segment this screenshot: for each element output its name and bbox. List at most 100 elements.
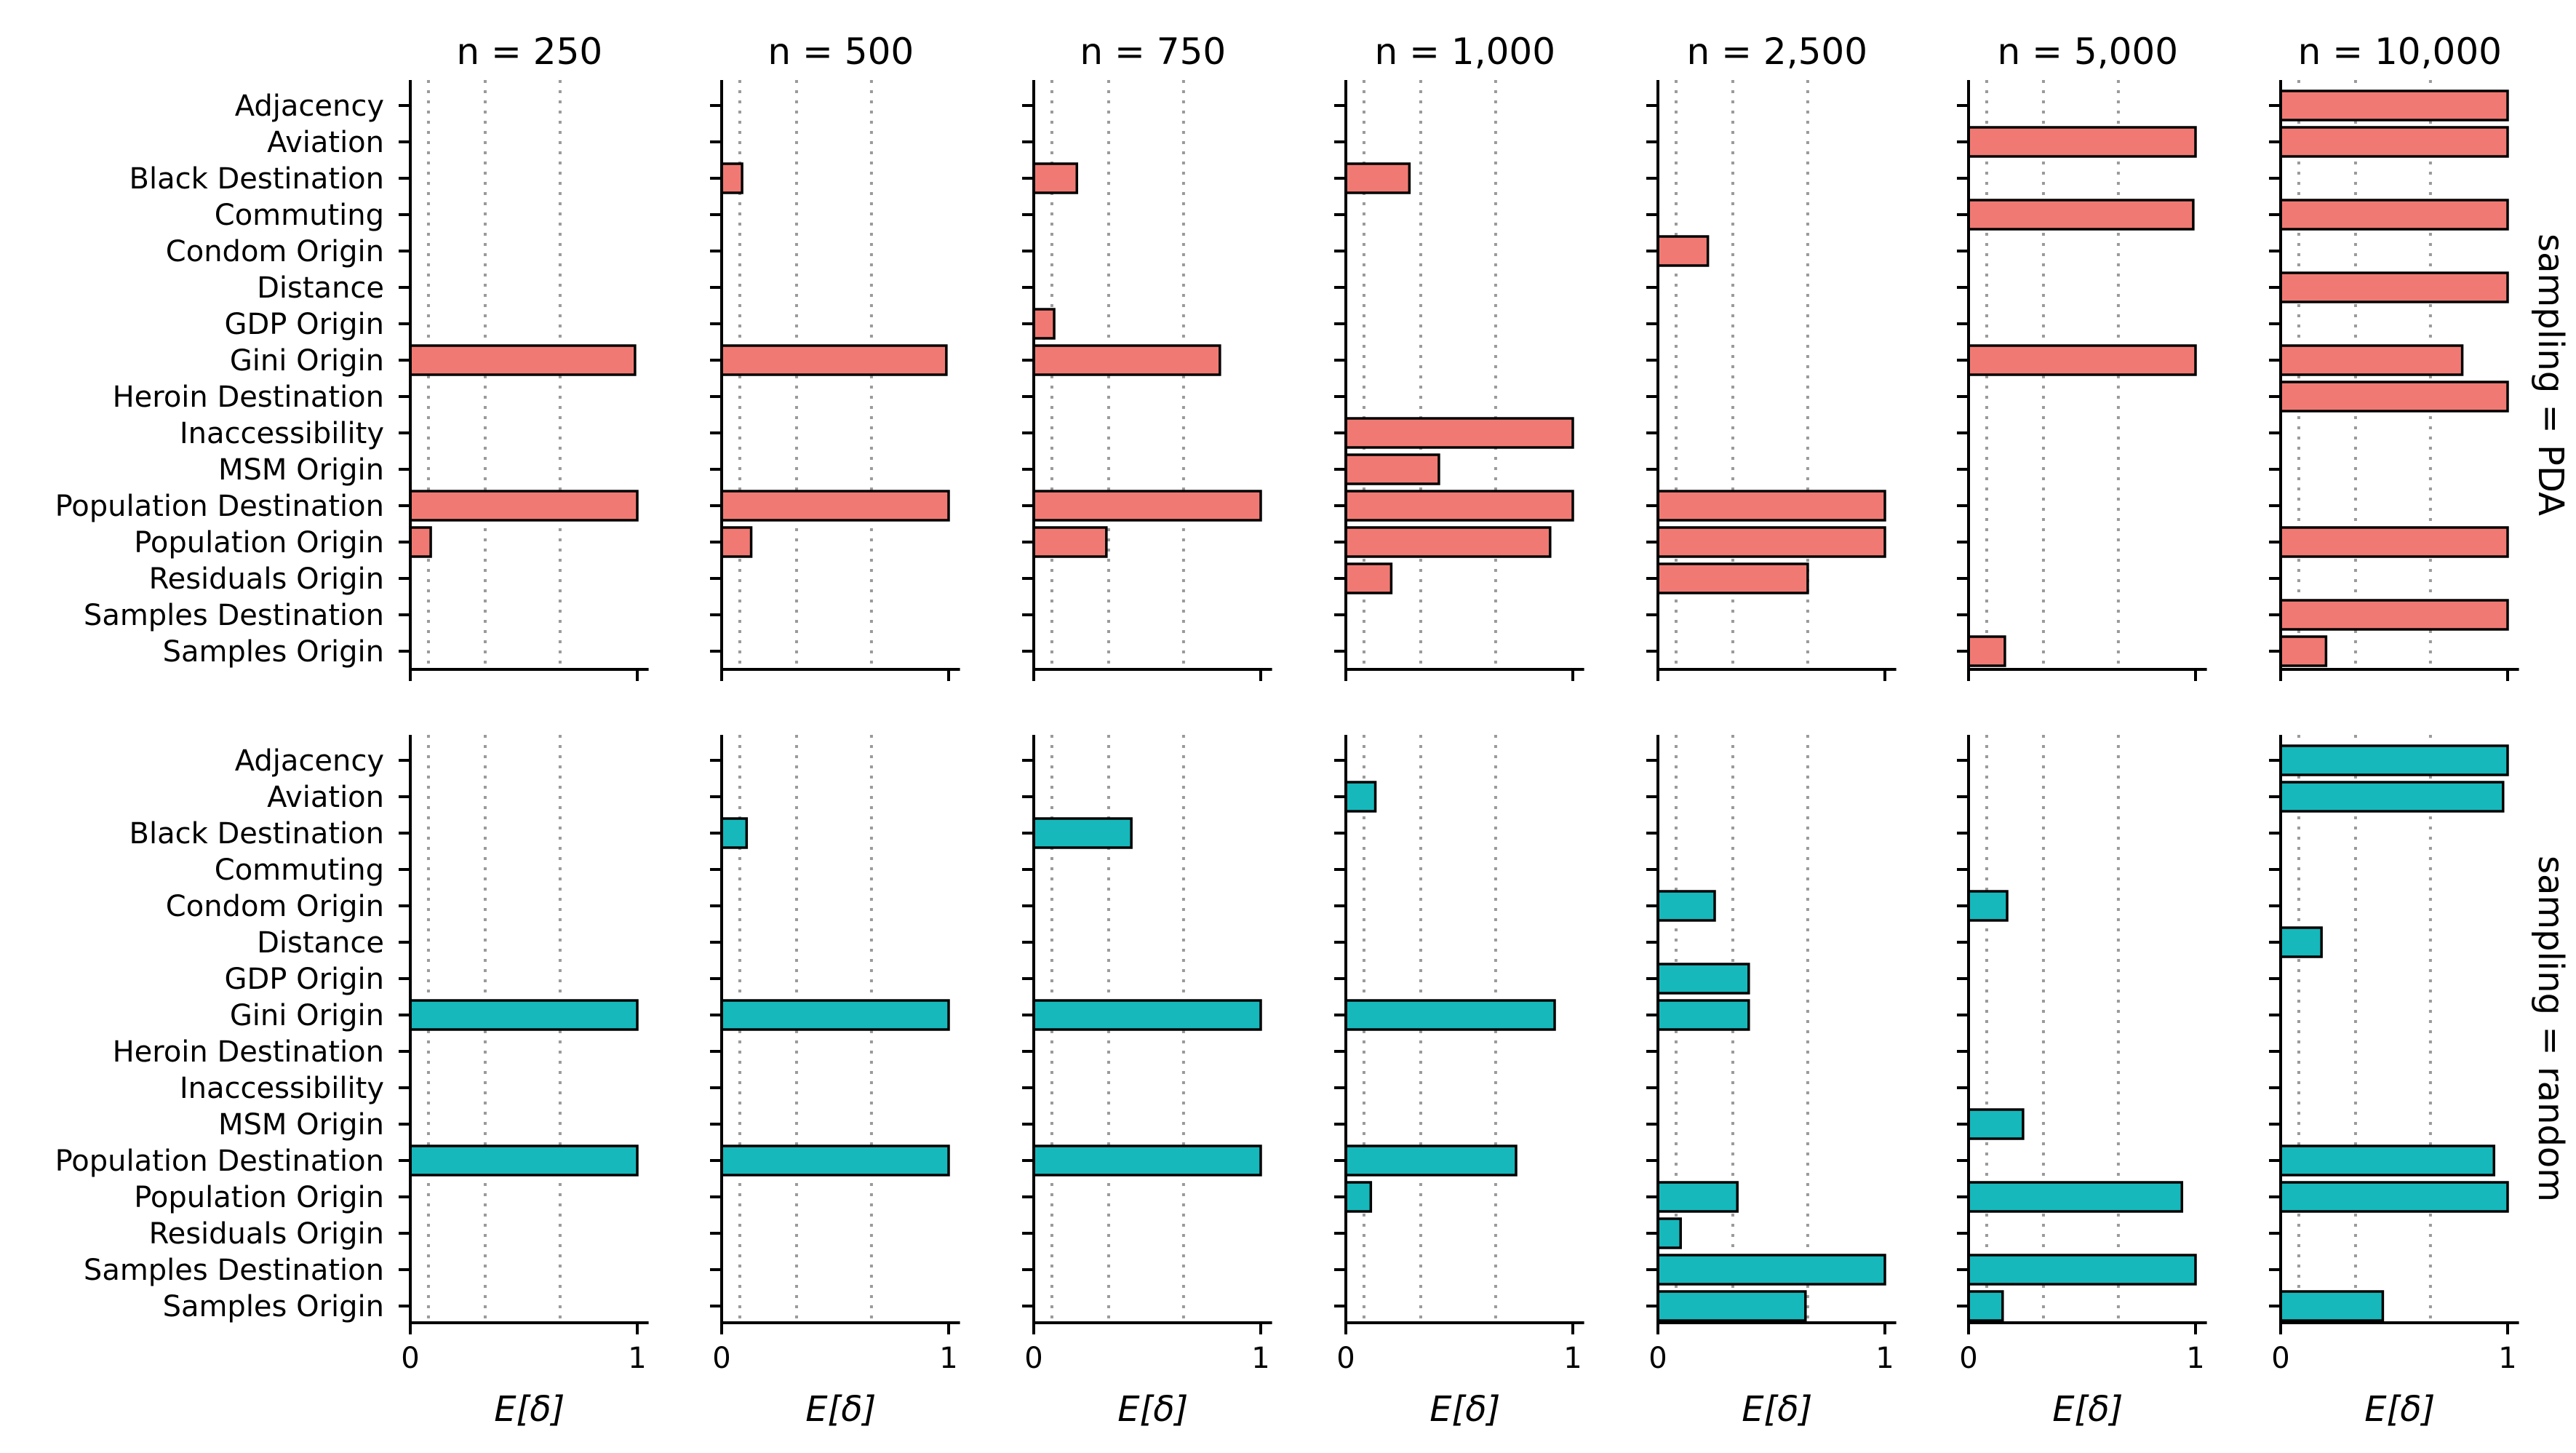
bar: [1967, 890, 2009, 922]
panel-title: n = 2,500: [1687, 31, 1868, 73]
bar: [1344, 1145, 1518, 1177]
category-label: Samples Origin: [163, 1290, 384, 1323]
bar: [720, 526, 753, 558]
x-axis-label: E[δ]: [1742, 1389, 1812, 1430]
bar: [2279, 526, 2509, 558]
bar: [1032, 308, 1056, 340]
x-axis-label: E[δ]: [494, 1389, 565, 1430]
bar: [1344, 1181, 1373, 1213]
bar: [1032, 526, 1108, 558]
category-label: Aviation: [267, 126, 384, 159]
category-label: Black Destination: [129, 162, 384, 196]
category-label: Residuals Origin: [149, 562, 384, 596]
bar: [1656, 526, 1886, 558]
bar: [1656, 1290, 1807, 1322]
bar: [1967, 1108, 2025, 1140]
panel: [1957, 80, 2207, 681]
category-label: Population Origin: [134, 1181, 384, 1214]
panel: [1646, 80, 1897, 681]
x-axis-label: E[δ]: [2052, 1389, 2123, 1430]
panel: 0 1 E[δ]: [1646, 735, 1897, 1430]
category-label: Commuting: [215, 853, 384, 887]
bar: [1344, 781, 1377, 813]
panel-title: n = 1,000: [1375, 31, 1556, 73]
bar: [1344, 526, 1552, 558]
category-label: Distance: [257, 926, 384, 960]
bar: [2279, 344, 2464, 376]
x-tick-label: 1: [1251, 1342, 1269, 1375]
panel: 0 1 E[δ]: [1022, 735, 1272, 1430]
bar: [1656, 999, 1750, 1031]
bar: [1344, 490, 1574, 522]
x-axis-label: E[δ]: [1117, 1389, 1188, 1430]
bar: [1656, 963, 1750, 995]
bar: [409, 490, 639, 522]
category-label: MSM Origin: [218, 1108, 384, 1142]
bar: [2279, 199, 2509, 231]
bar: [1344, 453, 1440, 485]
x-tick-label: 0: [1336, 1342, 1355, 1375]
category-label: Population Destination: [55, 490, 384, 523]
panel-title: n = 250: [456, 31, 602, 73]
category-label: Residuals Origin: [149, 1217, 384, 1251]
bar: [2279, 635, 2328, 667]
category-label: Adjacency: [235, 744, 384, 778]
x-axis-label: E[δ]: [1429, 1389, 1500, 1430]
bar: [1967, 1254, 2197, 1286]
bar: [1967, 126, 2197, 158]
bar: [1344, 417, 1574, 449]
x-tick-label: 0: [401, 1342, 419, 1375]
category-label: Gini Origin: [230, 344, 384, 378]
x-tick-label: 1: [939, 1342, 957, 1375]
x-tick-label: 0: [1648, 1342, 1667, 1375]
category-label: Population Origin: [134, 526, 384, 560]
x-tick-label: 0: [1959, 1342, 1977, 1375]
x-tick-label: 0: [712, 1342, 730, 1375]
bar: [2279, 1145, 2496, 1177]
bar: [2279, 781, 2505, 813]
bar: [1656, 890, 1716, 922]
bar: [1656, 1181, 1739, 1213]
bar: [1032, 344, 1221, 376]
x-tick-label: 1: [2186, 1342, 2204, 1375]
category-label: Adjacency: [235, 89, 384, 123]
bar: [1656, 1217, 1682, 1249]
category-label: Condom Origin: [166, 890, 384, 923]
category-label: Condom Origin: [166, 235, 384, 268]
x-tick-label: 1: [1563, 1342, 1582, 1375]
x-axis-label: E[δ]: [805, 1389, 876, 1430]
category-label: Gini Origin: [230, 999, 384, 1032]
category-label: Distance: [257, 271, 384, 305]
category-label: Inaccessibility: [180, 417, 384, 450]
category-label: Commuting: [215, 199, 384, 232]
panel-title: n = 5,000: [1998, 31, 2179, 73]
bar: [1344, 562, 1393, 594]
category-label: MSM Origin: [218, 453, 384, 487]
category-label: Samples Origin: [163, 635, 384, 669]
x-axis-label: E[δ]: [2364, 1389, 2435, 1430]
bar: [1344, 162, 1411, 194]
bar: [2279, 126, 2509, 158]
bar: [1032, 1145, 1262, 1177]
category-label: GDP Origin: [224, 963, 384, 996]
category-label: Inaccessibility: [180, 1072, 384, 1105]
x-tick-label: 0: [1024, 1342, 1042, 1375]
bar: [409, 526, 432, 558]
bar: [2279, 926, 2323, 958]
x-tick-label: 0: [2271, 1342, 2289, 1375]
panel: [1022, 80, 1272, 681]
category-label: Samples Destination: [84, 1254, 384, 1287]
bar: [2279, 271, 2509, 303]
bar: [720, 162, 743, 194]
bar: [720, 999, 950, 1031]
panel-title: n = 10,000: [2298, 31, 2502, 73]
bar: [2279, 744, 2509, 776]
bar: [1032, 490, 1262, 522]
bar: [2279, 89, 2509, 122]
bar: [1032, 817, 1133, 849]
category-label: Heroin Destination: [113, 1035, 384, 1069]
category-label: GDP Origin: [224, 308, 384, 341]
